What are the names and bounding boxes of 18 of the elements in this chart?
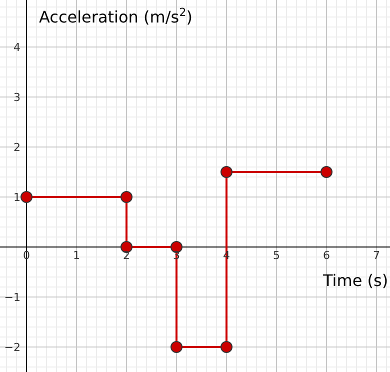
y-tick-label: 3 bbox=[14, 90, 20, 104]
y-axis-title: Acceleration (m/s$^{2}$) bbox=[39, 6, 192, 27]
point bbox=[120, 191, 132, 203]
y-tick-label: −1 bbox=[4, 290, 20, 304]
point bbox=[320, 166, 332, 178]
point bbox=[170, 341, 182, 353]
y-tick-label: 1 bbox=[14, 190, 20, 204]
x-tick-label: 7 bbox=[373, 249, 380, 262]
x-axis-title: Time (s) bbox=[322, 271, 388, 290]
x-tick-label: 5 bbox=[273, 249, 280, 262]
x-tick-label: 6 bbox=[323, 249, 330, 262]
y-tick-label: −2 bbox=[4, 340, 20, 354]
x-tick-label: 1 bbox=[73, 249, 80, 262]
point bbox=[220, 166, 232, 178]
point bbox=[20, 191, 32, 203]
point bbox=[220, 341, 232, 353]
y-tick-label: 4 bbox=[14, 40, 20, 54]
y-tick-label: 2 bbox=[14, 140, 20, 154]
